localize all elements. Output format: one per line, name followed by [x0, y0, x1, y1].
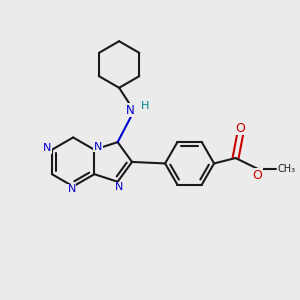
Text: N: N — [126, 104, 135, 117]
Text: O: O — [253, 169, 262, 182]
Text: N: N — [94, 142, 102, 152]
Text: H: H — [141, 101, 150, 111]
Text: O: O — [236, 122, 246, 135]
Text: N: N — [68, 184, 76, 194]
Text: CH₃: CH₃ — [278, 164, 296, 173]
Text: N: N — [43, 143, 52, 153]
Text: N: N — [115, 182, 123, 192]
